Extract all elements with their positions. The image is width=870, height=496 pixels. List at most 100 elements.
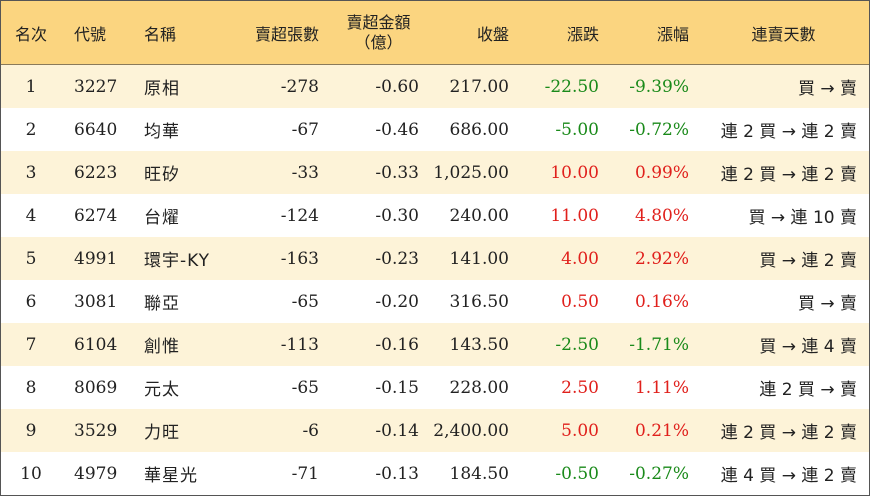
cell-streak: 連 2 買 → 連 2 賣: [720, 122, 857, 142]
cell-net-sell-lots: -65: [291, 377, 319, 398]
header-net-sell-lots: 賣超張數: [254, 24, 319, 44]
cell-name: 旺矽: [144, 165, 180, 185]
cell-rank: 7: [25, 334, 37, 355]
cell-rank: 6: [25, 291, 37, 312]
table-row: 10 4979 華星光 -71 -0.13 184.50 -0.50 -0.27% 連 4 買 …: [1, 452, 869, 495]
cell-close: 1,025.00: [433, 162, 509, 183]
cell-pct-change: 4.80%: [634, 205, 689, 226]
cell-pct-change: -0.72%: [629, 119, 689, 140]
table-row: 9 3529 力旺 -6 -0.14 2,400.00 5.00 0.21% 連 2 買 → 連…: [1, 409, 869, 452]
cell-code: 6223: [74, 162, 118, 183]
cell-net-sell-lots: -71: [291, 463, 319, 484]
cell-change: -0.50: [555, 463, 599, 484]
cell-rank: 10: [20, 463, 42, 484]
cell-streak: 買 → 連 2 賣: [759, 251, 857, 271]
cell-code: 8069: [74, 377, 118, 398]
cell-change: -22.50: [544, 76, 599, 97]
cell-net-sell-lots: -278: [280, 76, 319, 97]
cell-net-sell-amount: -0.23: [375, 248, 419, 269]
header-pct-change: 漲幅: [656, 24, 689, 44]
cell-rank: 4: [25, 205, 37, 226]
cell-code: 3529: [74, 420, 118, 441]
cell-streak: 連 2 買 → 連 2 賣: [720, 423, 857, 443]
table-row: 3 6223 旺矽 -33 -0.33 1,025.00 10.00 0.99% 連 2 買 →…: [1, 151, 869, 194]
cell-close: 240.00: [449, 205, 509, 226]
cell-pct-change: -0.27%: [629, 463, 689, 484]
cell-name: 元太: [144, 380, 180, 400]
cell-change: 10.00: [550, 162, 599, 183]
cell-close: 228.00: [449, 377, 509, 398]
cell-name: 創惟: [144, 337, 180, 357]
cell-code: 6104: [74, 334, 118, 355]
table-row: 7 6104 創惟 -113 -0.16 143.50 -2.50 -1.71% 買 → 連 4…: [1, 323, 869, 366]
cell-net-sell-lots: -6: [302, 420, 319, 441]
cell-close: 143.50: [449, 334, 509, 355]
cell-streak: 買 → 連 4 賣: [759, 337, 857, 357]
table-row: 5 4991 環宇-KY -163 -0.23 141.00 4.00 2.92% 買 → 連 …: [1, 237, 869, 280]
cell-rank: 5: [25, 248, 37, 269]
header-rank: 名次: [14, 24, 47, 44]
cell-name: 均華: [144, 122, 180, 142]
cell-name: 華星光: [144, 466, 198, 486]
cell-name: 力旺: [144, 423, 180, 443]
cell-streak: 連 2 買 → 賣: [759, 380, 857, 400]
cell-rank: 3: [25, 162, 37, 183]
cell-name: 聯亞: [144, 294, 180, 314]
cell-net-sell-amount: -0.60: [375, 76, 419, 97]
cell-net-sell-lots: -67: [291, 119, 319, 140]
cell-net-sell-lots: -124: [280, 205, 319, 226]
table-row: 8 8069 元太 -65 -0.15 228.00 2.50 1.11% 連 2 買 → 賣: [1, 366, 869, 409]
cell-streak: 連 4 買 → 連 2 賣: [720, 466, 857, 486]
cell-code: 4979: [74, 463, 118, 484]
cell-pct-change: 1.11%: [634, 377, 689, 398]
header-net-sell-amount: 賣超金額 （億）: [321, 1, 436, 64]
cell-net-sell-lots: -113: [280, 334, 319, 355]
table-row: 2 6640 均華 -67 -0.46 686.00 -5.00 -0.72% 連 2 買 → …: [1, 108, 869, 151]
header-net-sell-amount-label: 賣超金額: [346, 12, 411, 32]
cell-rank: 9: [25, 420, 37, 441]
cell-streak: 買 → 賣: [797, 294, 857, 314]
cell-net-sell-lots: -33: [291, 162, 319, 183]
cell-net-sell-lots: -163: [280, 248, 319, 269]
header-name: 名稱: [144, 24, 177, 44]
cell-net-sell-amount: -0.33: [375, 162, 419, 183]
cell-code: 4991: [74, 248, 118, 269]
cell-change: 0.50: [561, 291, 599, 312]
table-row: 1 3227 原相 -278 -0.60 217.00 -22.50 -9.39% 買 → 賣: [1, 65, 869, 108]
cell-name: 原相: [144, 79, 180, 99]
cell-code: 3227: [74, 76, 118, 97]
cell-net-sell-amount: -0.14: [375, 420, 419, 441]
cell-pct-change: -9.39%: [629, 76, 689, 97]
cell-change: -2.50: [555, 334, 599, 355]
cell-name: 台燿: [144, 208, 180, 228]
cell-net-sell-amount: -0.16: [375, 334, 419, 355]
header-change: 漲跌: [566, 24, 599, 44]
cell-streak: 連 2 買 → 連 2 賣: [720, 165, 857, 185]
cell-streak: 買 → 連 10 賣: [748, 208, 858, 228]
cell-net-sell-lots: -65: [291, 291, 319, 312]
cell-pct-change: -1.71%: [629, 334, 689, 355]
cell-streak: 買 → 賣: [797, 79, 857, 99]
cell-change: -5.00: [555, 119, 599, 140]
cell-net-sell-amount: -0.15: [375, 377, 419, 398]
cell-change: 2.50: [561, 377, 599, 398]
header-code: 代號: [74, 24, 107, 44]
cell-close: 184.50: [449, 463, 509, 484]
cell-rank: 1: [25, 76, 37, 97]
cell-change: 11.00: [550, 205, 599, 226]
cell-rank: 8: [25, 377, 37, 398]
cell-net-sell-amount: -0.20: [375, 291, 419, 312]
cell-close: 686.00: [449, 119, 509, 140]
cell-pct-change: 2.92%: [634, 248, 689, 269]
table-row: 6 3081 聯亞 -65 -0.20 316.50 0.50 0.16% 買 → 賣: [1, 280, 869, 323]
header-close: 收盤: [476, 24, 509, 44]
cell-code: 6640: [74, 119, 118, 140]
cell-rank: 2: [25, 119, 37, 140]
cell-code: 6274: [74, 205, 118, 226]
cell-code: 3081: [74, 291, 118, 312]
cell-pct-change: 0.16%: [634, 291, 689, 312]
cell-pct-change: 0.99%: [634, 162, 689, 183]
table-header-row: 名次 代號 名稱 賣超張數 賣超金額 （億） 收盤 漲跌 漲幅 連賣天數: [1, 1, 869, 65]
cell-pct-change: 0.21%: [634, 420, 689, 441]
